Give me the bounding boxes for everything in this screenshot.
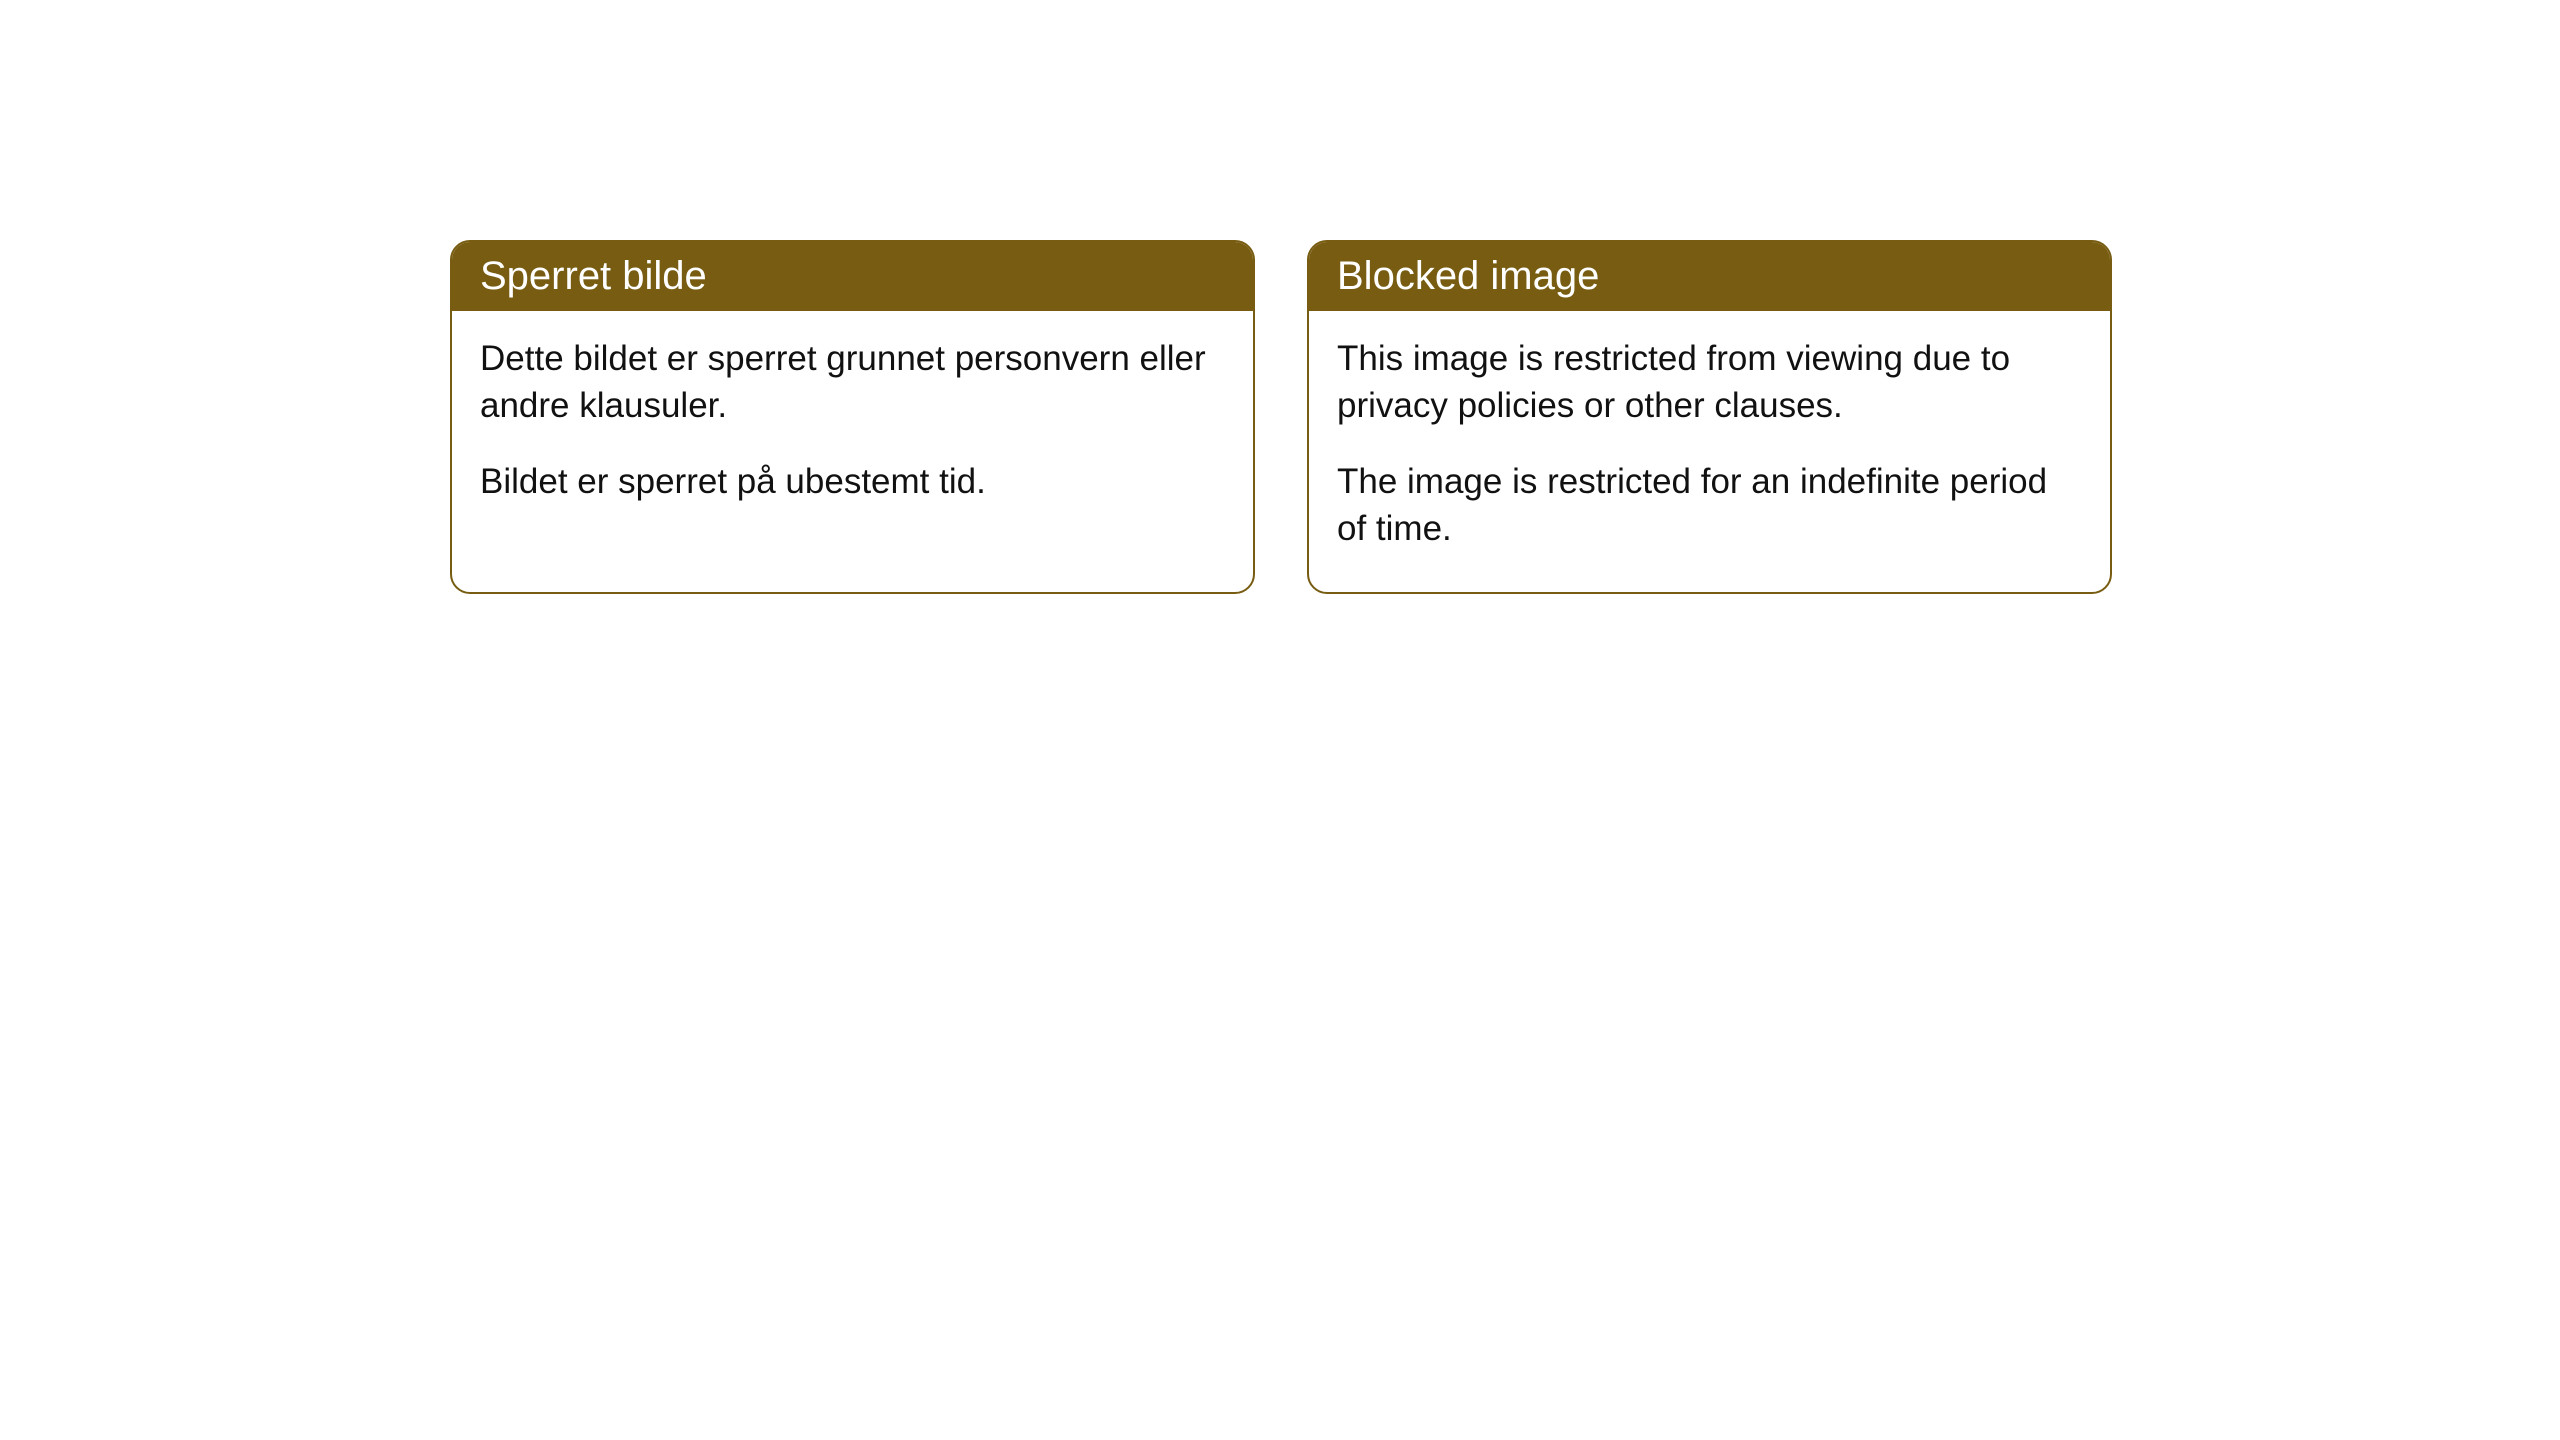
card-english: Blocked image This image is restricted f… [1307, 240, 2112, 594]
card-paragraph-2-norwegian: Bildet er sperret på ubestemt tid. [480, 458, 1225, 505]
card-title-english: Blocked image [1337, 254, 1599, 298]
card-header-english: Blocked image [1309, 242, 2110, 311]
card-paragraph-2-english: The image is restricted for an indefinit… [1337, 458, 2082, 553]
card-body-norwegian: Dette bildet er sperret grunnet personve… [452, 311, 1253, 545]
card-title-norwegian: Sperret bilde [480, 254, 707, 298]
card-paragraph-1-norwegian: Dette bildet er sperret grunnet personve… [480, 335, 1225, 430]
cards-container: Sperret bilde Dette bildet er sperret gr… [0, 0, 2560, 594]
card-norwegian: Sperret bilde Dette bildet er sperret gr… [450, 240, 1255, 594]
card-body-english: This image is restricted from viewing du… [1309, 311, 2110, 592]
card-paragraph-1-english: This image is restricted from viewing du… [1337, 335, 2082, 430]
card-header-norwegian: Sperret bilde [452, 242, 1253, 311]
